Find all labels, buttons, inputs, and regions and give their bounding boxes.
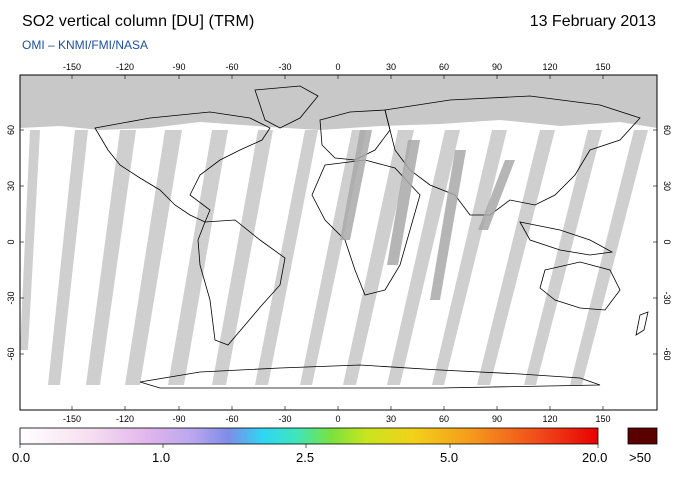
lon-label-top: -120 xyxy=(116,62,134,72)
lon-label-bottom: -30 xyxy=(278,414,291,424)
antarctica xyxy=(139,364,601,389)
lon-label-bottom: -90 xyxy=(172,414,185,424)
lon-label-top: -90 xyxy=(172,62,185,72)
colorbar-label: 5.0 xyxy=(440,450,459,465)
colorbar-label: 2.5 xyxy=(296,450,315,465)
lon-label-bottom: 90 xyxy=(492,414,502,424)
africa xyxy=(311,159,421,296)
no-data-region-north xyxy=(20,75,657,130)
colorbar-overflow-swatch xyxy=(627,427,658,445)
lon-labels-top: -150 -120 -90 -60 -30 0 30 60 90 120 150 xyxy=(63,62,611,72)
lon-label-top: 120 xyxy=(542,62,557,72)
lat-label-left: -60 xyxy=(6,347,16,360)
maritime-continent xyxy=(519,221,614,256)
australia xyxy=(539,261,621,311)
lat-labels-left: 60 30 0 -30 -60 xyxy=(6,125,16,361)
asia xyxy=(384,95,641,216)
lon-label-bottom: 120 xyxy=(542,414,557,424)
lon-label-top: 60 xyxy=(439,62,449,72)
greenland xyxy=(254,85,319,129)
lon-label-top: 30 xyxy=(386,62,396,72)
lon-label-bottom: 60 xyxy=(439,414,449,424)
dark-swath-segments xyxy=(340,130,515,300)
lon-label-top: -30 xyxy=(278,62,291,72)
swath-gaps xyxy=(20,130,648,385)
colorbar-label: 20.0 xyxy=(582,450,608,465)
lat-label-right: 30 xyxy=(662,181,672,191)
colorbar-label: 1.0 xyxy=(152,450,171,465)
new-zealand xyxy=(635,311,649,336)
lat-label-left: 60 xyxy=(6,125,16,135)
colorbar-overflow-label: >50 xyxy=(629,450,652,465)
north-america xyxy=(94,111,271,223)
lat-label-left: -30 xyxy=(6,291,16,304)
lon-label-top: 0 xyxy=(335,62,340,72)
lat-label-right: 60 xyxy=(662,125,672,135)
colorbar-label: 0.0 xyxy=(12,450,31,465)
europe xyxy=(319,109,391,161)
lon-label-bottom: 0 xyxy=(335,414,340,424)
lon-labels-bottom: -150 -120 -90 -60 -30 0 30 60 90 120 150 xyxy=(63,414,611,424)
map-title: SO2 vertical column [DU] (TRM) xyxy=(22,13,255,30)
data-credit: OMI – KNMI/FMI/NASA xyxy=(22,38,149,52)
lon-label-top: -150 xyxy=(63,62,81,72)
colorbar-ticks xyxy=(19,444,599,448)
south-america xyxy=(197,219,286,346)
lat-label-right: -60 xyxy=(662,347,672,360)
continents xyxy=(94,85,649,389)
lat-label-right: 0 xyxy=(662,239,672,244)
lat-label-right: -30 xyxy=(662,291,672,304)
graticule xyxy=(20,75,657,410)
lon-label-bottom: 30 xyxy=(386,414,396,424)
lon-label-bottom: -120 xyxy=(116,414,134,424)
lon-label-top: 150 xyxy=(595,62,610,72)
lon-label-top: 90 xyxy=(492,62,502,72)
lon-label-bottom: -150 xyxy=(63,414,81,424)
map-date: 13 February 2013 xyxy=(529,13,656,30)
lon-label-bottom: 150 xyxy=(595,414,610,424)
lat-label-left: 0 xyxy=(6,239,16,244)
colorbar xyxy=(19,427,599,445)
lon-label-bottom: -60 xyxy=(225,414,238,424)
lat-label-left: 30 xyxy=(6,181,16,191)
lat-labels-right: 60 30 0 -30 -60 xyxy=(662,125,672,361)
lon-label-top: -60 xyxy=(225,62,238,72)
